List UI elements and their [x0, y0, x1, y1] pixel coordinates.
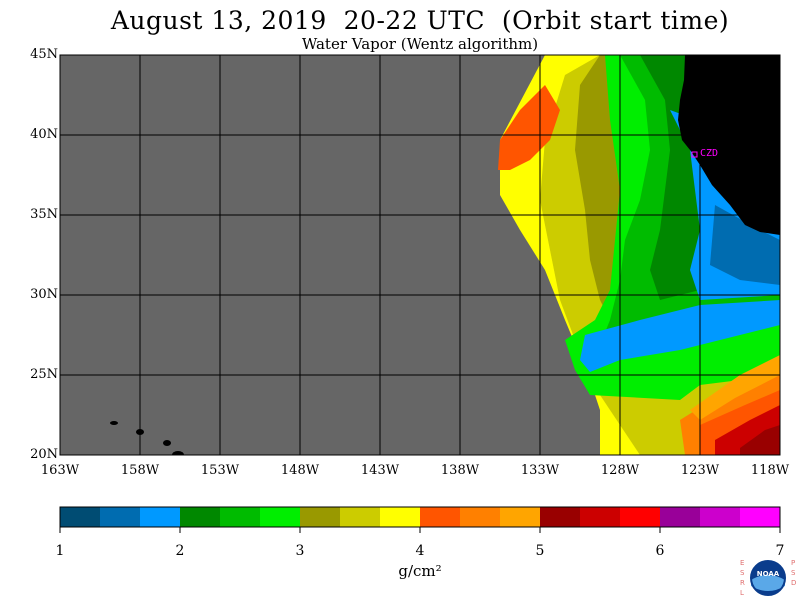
colorbar-cell: [460, 507, 501, 527]
land-north-america: [678, 55, 780, 235]
longitude-label: 118W: [750, 463, 790, 478]
latitude-label: 40N: [30, 127, 58, 142]
colorbar-cell: [380, 507, 421, 527]
colorbar-cell: [220, 507, 261, 527]
longitude-label: 143W: [360, 463, 400, 478]
swath-amber-strip: [690, 355, 780, 420]
map-title: August 13, 2019 20-22 UTC (Orbit start t…: [110, 6, 730, 35]
colorbar-tick-label: 6: [655, 543, 665, 559]
colorbar-cell: [700, 507, 741, 527]
colorbar-cell: [180, 507, 221, 527]
longitude-label: 148W: [280, 463, 320, 478]
colorbar-cell: [340, 507, 381, 527]
longitude-label: 138W: [440, 463, 480, 478]
colorbar-tick-label: 7: [775, 543, 785, 559]
map-layers: [60, 55, 780, 455]
colorbar-cell: [500, 507, 541, 527]
station-label: CZD: [700, 148, 718, 159]
latitude-label: 30N: [30, 287, 58, 302]
longitude-label: 153W: [200, 463, 240, 478]
swath-orange-north: [498, 85, 560, 170]
longitude-label: 123W: [680, 463, 720, 478]
colorbar-tick-label: 2: [175, 543, 185, 559]
colorbar-cell: [140, 507, 181, 527]
colorbar-cell: [100, 507, 141, 527]
colorbar-cell: [420, 507, 461, 527]
colorbar-tick-label: 3: [295, 543, 305, 559]
swath-blue-band-south: [580, 300, 780, 372]
colorbar-tick-label: 1: [55, 543, 65, 559]
station-czd-marker: CZD: [691, 148, 718, 159]
latitude-label: 35N: [30, 207, 58, 222]
colorbar-cell: [60, 507, 101, 527]
svg-text:PSD: PSD: [791, 559, 796, 587]
colorbar-ticks: [59, 527, 781, 533]
colorbar-cell: [740, 507, 781, 527]
colorbar: [60, 507, 781, 527]
colorbar-tick-label: 5: [535, 543, 545, 559]
colorbar-cell: [540, 507, 581, 527]
colorbar-cell: [260, 507, 301, 527]
latitude-label: 20N: [30, 447, 58, 462]
longitude-label: 128W: [600, 463, 640, 478]
latitude-label: 25N: [30, 367, 58, 382]
colorbar-cell: [660, 507, 701, 527]
logo-text: NOAA: [757, 570, 780, 578]
map-subtitle: Water Vapor (Wentz algorithm): [301, 35, 539, 53]
colorbar-units: g/cm²: [398, 562, 442, 580]
longitude-label: 163W: [40, 463, 80, 478]
longitude-label: 158W: [120, 463, 160, 478]
latitude-label: 45N: [30, 47, 58, 62]
colorbar-cell: [300, 507, 341, 527]
map-border: [59, 54, 781, 456]
longitude-label: 133W: [520, 463, 560, 478]
swath-dark-red-south: [740, 425, 780, 455]
colorbar-tick-label: 4: [415, 543, 425, 559]
swath-steel-blue-patch: [710, 205, 780, 285]
colorbar-cell: [580, 507, 621, 527]
colorbar-cell: [620, 507, 661, 527]
